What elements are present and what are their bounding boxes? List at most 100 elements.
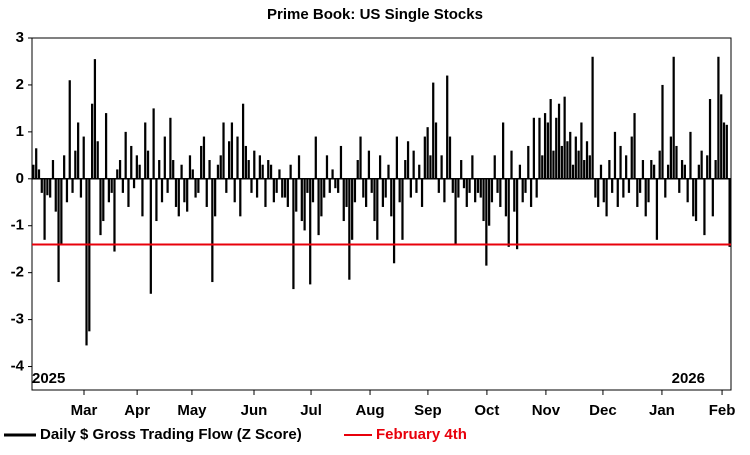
bar (110, 178, 113, 193)
bar (194, 178, 197, 198)
bar (722, 122, 726, 179)
bar (680, 160, 684, 179)
bar (683, 164, 686, 179)
bar (652, 164, 656, 179)
y-tick-label: 0 (16, 170, 24, 187)
bar (611, 178, 614, 193)
bar (504, 178, 508, 217)
bar (244, 145, 248, 179)
bar (216, 164, 220, 179)
bar (728, 178, 731, 247)
bar (219, 155, 222, 179)
bar (113, 178, 116, 252)
bar (490, 178, 494, 203)
bar (79, 178, 83, 198)
x-tick-label: Apr (124, 402, 150, 419)
bar (650, 160, 653, 179)
bar (563, 96, 566, 179)
bar (51, 160, 55, 179)
bar (384, 178, 387, 198)
year-label: 2026 (672, 370, 705, 387)
bar (692, 178, 695, 217)
bar (669, 136, 673, 179)
bar (49, 178, 52, 198)
bar (630, 136, 633, 179)
y-tick-label: -1 (11, 217, 24, 234)
bar (141, 178, 144, 217)
x-tick-label: Mar (71, 402, 98, 419)
bar (527, 145, 530, 179)
bar (409, 178, 412, 198)
legend-label: February 4th (376, 426, 467, 443)
bar (320, 178, 323, 217)
bar (521, 178, 524, 203)
bar (398, 178, 401, 203)
bar (434, 122, 438, 179)
bar (415, 178, 418, 193)
bar (289, 164, 292, 179)
bar (717, 56, 720, 179)
bar (543, 113, 547, 179)
bar (703, 178, 706, 236)
bar (323, 178, 326, 198)
bar (549, 99, 552, 179)
bar (518, 164, 522, 179)
bar (538, 117, 541, 179)
bar (40, 178, 43, 193)
bar (255, 178, 259, 198)
bar (63, 155, 66, 179)
bar (43, 178, 46, 240)
bar (202, 136, 206, 179)
bar (359, 136, 362, 179)
bar (446, 75, 449, 179)
bar (247, 160, 250, 179)
bar (426, 127, 429, 179)
x-tick-label: Feb (709, 402, 736, 419)
bar (370, 178, 373, 193)
bar (418, 164, 421, 179)
bar (599, 164, 603, 179)
bar (675, 145, 678, 179)
bar (532, 117, 536, 179)
bar (342, 178, 345, 222)
bar (529, 178, 533, 207)
bar (627, 178, 631, 193)
bar (454, 178, 457, 245)
bar (144, 122, 147, 179)
bar (499, 178, 502, 207)
bar (325, 155, 329, 179)
y-tick-label: 2 (16, 76, 24, 93)
bar (118, 160, 122, 179)
bar (569, 131, 572, 179)
bar (311, 178, 315, 203)
bar (99, 178, 102, 236)
bar (460, 160, 463, 179)
bar (227, 141, 231, 179)
bar (395, 136, 398, 179)
bar (191, 169, 194, 179)
bar (605, 178, 608, 217)
bar (261, 164, 264, 179)
bar (585, 141, 589, 179)
bar (697, 164, 700, 179)
bar (160, 178, 164, 203)
bar (471, 155, 474, 179)
bar (236, 136, 239, 179)
bar (496, 178, 499, 193)
bar (275, 178, 278, 193)
bar (387, 164, 390, 179)
bar (172, 160, 175, 179)
bar (661, 84, 664, 179)
bar (488, 178, 491, 226)
bar (116, 169, 119, 179)
x-tick-label: Oct (474, 402, 499, 419)
bar (85, 178, 88, 346)
bar (102, 178, 105, 222)
bar (555, 117, 558, 179)
bar (68, 80, 71, 179)
bar (233, 178, 236, 203)
bar (121, 178, 124, 193)
bar (317, 178, 320, 236)
bar (636, 178, 639, 207)
x-tick-label: Jul (300, 402, 322, 419)
